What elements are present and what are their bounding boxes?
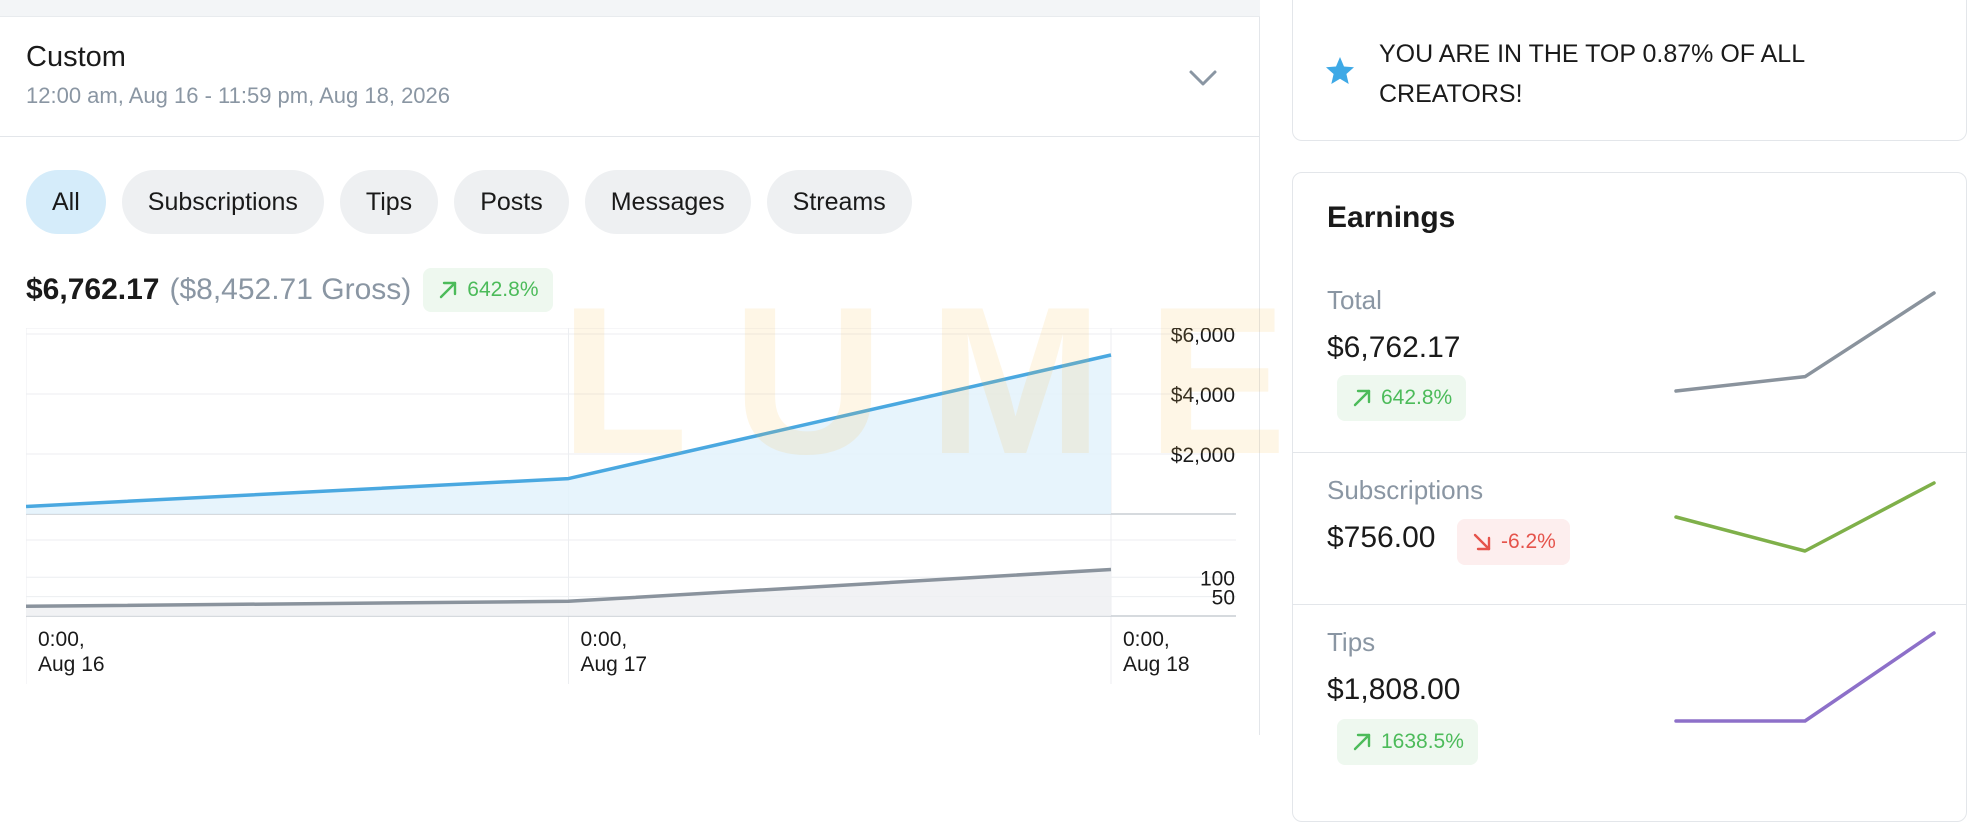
y-tick-label: $4,000 (1171, 384, 1235, 407)
gross-amount: ($8,452.71 Gross) (169, 273, 411, 307)
earnings-statistics-panel: Custom 12:00 am, Aug 16 - 11:59 pm, Aug … (0, 0, 1260, 735)
change-value: 642.8% (467, 278, 538, 302)
filter-tips-chip[interactable]: Tips (340, 170, 438, 234)
sparkline-tips (1670, 627, 1940, 727)
filter-all-chip[interactable]: All (26, 170, 106, 234)
y-tick-label: 50 (1212, 587, 1235, 610)
row-value: $1,808.00 (1327, 673, 1460, 707)
filter-messages-chip[interactable]: Messages (585, 170, 751, 234)
row-label: Total (1327, 285, 1382, 316)
sparkline-path (1676, 633, 1934, 721)
row-change-badge: 1638.5% (1337, 719, 1478, 765)
row-change-badge: -6.2% (1457, 519, 1570, 565)
x-tick-label: 0:00,Aug 18 (1123, 628, 1190, 676)
x-tick-label: 0:00,Aug 17 (581, 628, 648, 676)
x-tick-label: 0:00,Aug 16 (38, 628, 105, 676)
earnings-row-tips[interactable]: Tips $1,808.00 1638.5% (1293, 605, 1967, 795)
row-change-value: -6.2% (1501, 530, 1556, 554)
filter-subscriptions-chip[interactable]: Subscriptions (122, 170, 324, 234)
earnings-title: Earnings (1327, 201, 1455, 235)
row-change-value: 1638.5% (1381, 730, 1464, 754)
earnings-row-total[interactable]: Total $6,762.17 642.8% (1293, 263, 1967, 453)
earnings-summary: $6,762.17 ($8,452.71 Gross) 642.8% (26, 266, 553, 314)
row-label: Subscriptions (1327, 475, 1483, 506)
row-value: $6,762.17 (1327, 331, 1460, 365)
change-badge: 642.8% (423, 268, 552, 312)
star-icon (1325, 56, 1355, 86)
earnings-row-subscriptions[interactable]: Subscriptions $756.00 -6.2% (1293, 453, 1967, 605)
period-range: 12:00 am, Aug 16 - 11:59 pm, Aug 18, 202… (26, 83, 450, 109)
sparkline-path (1676, 483, 1934, 551)
arrow-up-right-icon (437, 279, 459, 301)
top-strip (0, 0, 1260, 17)
row-change-value: 642.8% (1381, 386, 1452, 410)
arrow-up-right-icon (1351, 387, 1373, 409)
top-creator-text: YOU ARE IN THE TOP 0.87% OF ALL CREATORS… (1379, 34, 1939, 114)
filter-streams-chip[interactable]: Streams (767, 170, 912, 234)
filter-posts-chip[interactable]: Posts (454, 170, 569, 234)
period-title: Custom (26, 41, 126, 74)
net-amount: $6,762.17 (26, 273, 159, 307)
sparkline-path (1676, 293, 1934, 391)
right-column: YOU ARE IN THE TOP 0.87% OF ALL CREATORS… (1292, 0, 1967, 802)
y-tick-label: $2,000 (1171, 444, 1235, 467)
row-change-badge: 642.8% (1337, 375, 1466, 421)
chevron-down-icon[interactable] (1186, 61, 1220, 95)
y-tick-label: $6,000 (1171, 328, 1235, 347)
row-value: $756.00 (1327, 521, 1435, 555)
filter-tabs: All Subscriptions Tips Posts Messages St… (26, 170, 912, 234)
period-selector[interactable]: Custom 12:00 am, Aug 16 - 11:59 pm, Aug … (0, 17, 1260, 137)
row-label: Tips (1327, 627, 1375, 658)
top-creator-banner: YOU ARE IN THE TOP 0.87% OF ALL CREATORS… (1292, 0, 1967, 141)
sparkline-subscriptions (1670, 477, 1940, 557)
sparkline-total (1670, 287, 1940, 397)
arrow-down-right-icon (1471, 531, 1493, 553)
earnings-card: Earnings Total $6,762.17 642.8% Subscrip… (1292, 172, 1967, 822)
arrow-up-right-icon (1351, 731, 1373, 753)
